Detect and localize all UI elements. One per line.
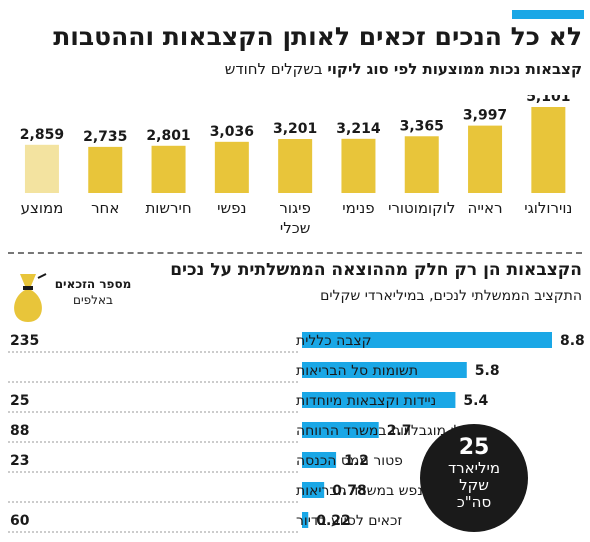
section2-title: הקצבאות הן רק חלק מההוצאה הממשלתית על נכ… xyxy=(170,260,582,280)
bar-1 xyxy=(468,125,503,193)
subtitle-rest: בשקלים לחודש xyxy=(224,60,328,78)
bar-value-label: 3,201 xyxy=(273,121,317,137)
bar-category-label: ראייה xyxy=(468,199,503,217)
bubble-line3: סה"כ xyxy=(456,493,492,511)
hbar-2 xyxy=(302,392,456,408)
hbar-category-label: קצבה כללית xyxy=(296,333,372,349)
hbar-category-label: בעלי מוגבלויות במשרד הרווחה xyxy=(296,423,478,439)
bar-value-label: 3,365 xyxy=(400,118,444,134)
section-divider xyxy=(8,252,582,254)
horizontal-bar-chart: קצבה כללית 8.8 235 תשומות סל הבריאות 5.8 נייד… xyxy=(8,332,585,533)
hbar-category-label: פטור ממס הכנסה xyxy=(296,453,403,469)
bar-value-label: 2,735 xyxy=(83,129,127,145)
bar-7 xyxy=(88,146,123,193)
bar-value-label: 2,801 xyxy=(146,128,190,144)
chart-title: לא כל הנכים זכאים לאותן הקצבאות וההטבות xyxy=(53,22,582,51)
hbar-value-label: 2.7 xyxy=(387,423,412,439)
bar-category-label: לוקומוטורי xyxy=(388,199,455,217)
recipients-legend: מספר הזכאים באלפים xyxy=(50,276,136,308)
bar-5 xyxy=(214,141,249,193)
legend-line1: מספר הזכאים xyxy=(54,277,132,291)
hbar-4 xyxy=(302,452,337,468)
bar-3 xyxy=(341,138,376,193)
bar-8 xyxy=(24,144,59,193)
bar-category-label: נפשי xyxy=(217,199,246,217)
hbar-5 xyxy=(302,482,325,498)
bar-category-label: אחר xyxy=(91,199,119,217)
money-bag-icon xyxy=(14,273,47,322)
hbar-value-label: 8.8 xyxy=(560,333,585,349)
bubble-line1: מיליארד xyxy=(447,459,501,477)
vertical-bar-chart: 5,101 נוירולוגי 3,997 ראייה 3,365 לוקומוטורי 3… xyxy=(20,95,573,237)
hbar-value-label: 0.22 xyxy=(316,513,351,529)
bar-4 xyxy=(278,139,313,193)
hbar-category-label: נכי נפש במשרד הבריאות xyxy=(296,483,443,499)
accent-bar xyxy=(512,10,584,19)
bar-value-label: 3,997 xyxy=(463,108,507,124)
hbar-value-label: 5.4 xyxy=(463,393,488,409)
hbar-6 xyxy=(302,512,309,528)
recipients-count: 235 xyxy=(10,333,39,349)
recipients-count: 60 xyxy=(10,513,30,529)
hbar-value-label: 5.8 xyxy=(475,363,500,379)
bubble-number: 25 xyxy=(458,435,490,460)
bar-value-label: 3,214 xyxy=(336,121,381,137)
hbar-3 xyxy=(302,422,379,438)
chart-subtitle: קצבאות נכות ממוצעות לפי סוג ליקוי בשקלים… xyxy=(225,60,582,78)
hbar-category-label: זכאים לסיוע בדיור xyxy=(296,513,402,529)
bar-category-label: ממוצע xyxy=(21,199,64,217)
bar-category-label: פיגור xyxy=(279,199,310,217)
hbar-category-label: ניידות וקצבאות מיוחדות xyxy=(296,393,436,409)
section2-subtitle: התקציב הממשלתי לנכים, במיליארדי שקלים xyxy=(320,288,582,304)
total-bubble: 25 מיליארד שקל סה"כ xyxy=(420,424,528,532)
hbar-0 xyxy=(302,332,552,348)
bar-6 xyxy=(151,145,186,193)
bar-2 xyxy=(404,136,439,193)
hbar-1 xyxy=(302,362,467,378)
recipients-count: 23 xyxy=(10,453,29,469)
hbar-category-label: תשומות סל הבריאות xyxy=(296,363,418,379)
bar-category-label: שכלי xyxy=(280,219,310,237)
subtitle-bold: קצבאות נכות ממוצעות לפי סוג ליקוי xyxy=(327,60,582,78)
bubble-line2: שקל xyxy=(459,476,489,494)
recipients-count: 25 xyxy=(10,393,29,409)
bar-value-label: 2,859 xyxy=(20,127,64,143)
legend-line2: באלפים xyxy=(73,293,113,307)
hbar-value-label: 0.78 xyxy=(332,483,367,499)
bar-category-label: חירשות xyxy=(145,199,191,217)
bar-category-label: נוירולוגי xyxy=(524,199,572,217)
recipients-count: 88 xyxy=(10,423,29,439)
bar-0 xyxy=(531,107,566,193)
hbar-value-label: 1.2 xyxy=(344,453,369,469)
bar-value-label: 5,101 xyxy=(526,95,570,105)
bar-value-label: 3,036 xyxy=(210,124,254,140)
bar-category-label: פנימי xyxy=(342,199,374,217)
